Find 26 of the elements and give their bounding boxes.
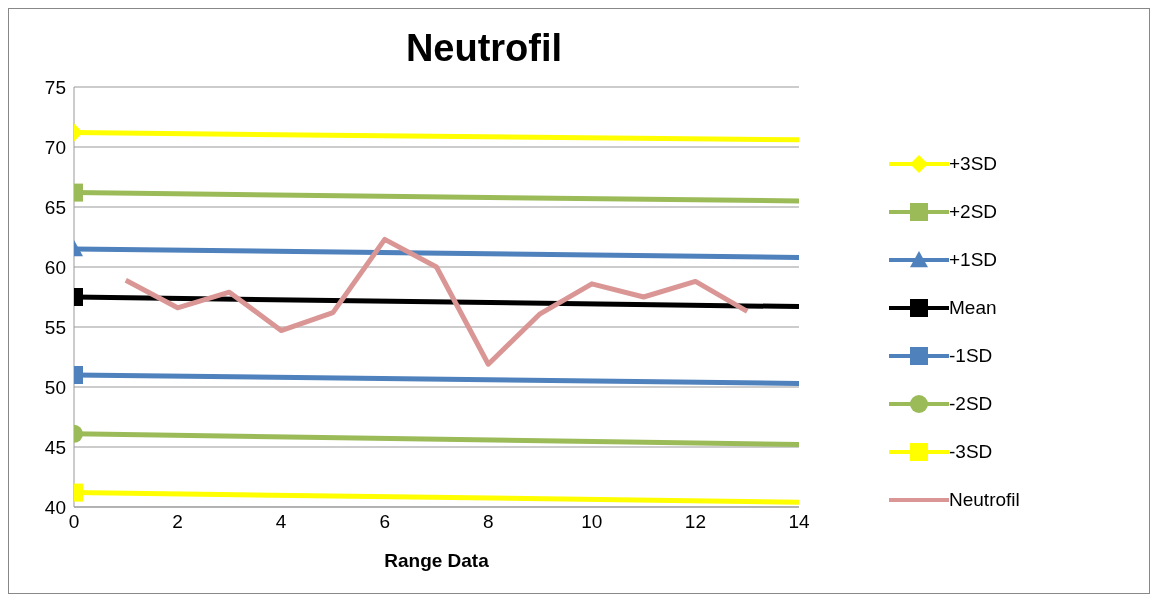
x-tick-label: 14: [788, 511, 810, 533]
y-tick-label: 45: [44, 436, 66, 458]
legend-label: +3SD: [949, 153, 998, 175]
y-tick-label: 50: [44, 376, 66, 398]
x-tick-label: 12: [684, 511, 706, 533]
chart-title: Neutrofil: [404, 26, 564, 71]
y-tick-label: 70: [44, 136, 66, 158]
y-tick-label: 65: [44, 196, 66, 218]
x-axis-title: Range Data: [384, 550, 490, 571]
y-tick-label: 40: [44, 496, 66, 518]
legend-label: -1SD: [949, 345, 993, 367]
y-tick-label: 75: [44, 76, 66, 98]
x-tick-label: 0: [68, 511, 80, 533]
legend-label: Neutrofil: [949, 489, 1020, 511]
legend-label: +1SD: [949, 249, 998, 271]
y-tick-label: 55: [44, 316, 66, 338]
x-tick-label: 8: [483, 511, 494, 533]
legend-label: Mean: [949, 297, 997, 319]
x-tick-label: 2: [172, 511, 183, 533]
legend-label: -3SD: [949, 441, 993, 463]
x-tick-label: 6: [379, 511, 390, 533]
y-tick-label: 60: [44, 256, 66, 278]
legend-label: -2SD: [949, 393, 993, 415]
x-tick-label: 10: [581, 511, 603, 533]
x-tick-label: 4: [275, 511, 287, 533]
legend-label: +2SD: [949, 201, 998, 223]
